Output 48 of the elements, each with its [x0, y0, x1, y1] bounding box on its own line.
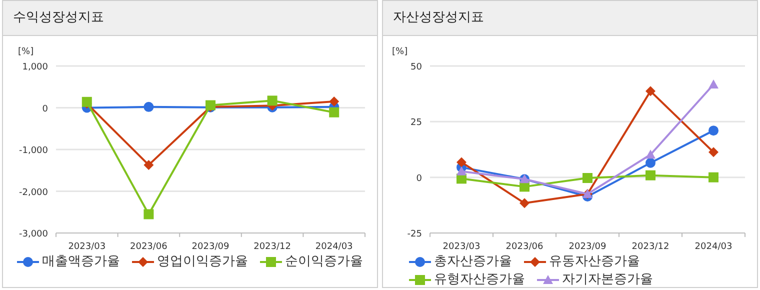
point: [144, 209, 154, 220]
y-tick-label: -1,000: [18, 146, 48, 156]
legend-label: 매출액증가율: [42, 253, 120, 271]
legend-label: 유형자산증가율: [434, 271, 525, 289]
x-tick-label: 2023/12: [632, 242, 670, 252]
x-tick-label: 2023/09: [568, 242, 606, 252]
point: [520, 198, 530, 208]
chart-title: 수익성장성지표: [3, 1, 377, 36]
point: [646, 170, 656, 180]
point: [646, 158, 656, 168]
y-axis-title: [%]: [392, 47, 408, 57]
point: [708, 126, 718, 136]
point: [646, 150, 656, 159]
x-tick-label: 2023/12: [254, 242, 291, 252]
point: [708, 147, 718, 158]
y-tick-label: 50: [410, 62, 422, 72]
point: [144, 102, 154, 112]
point: [708, 172, 718, 182]
point: [329, 96, 340, 106]
x-tick-label: 2023/03: [68, 242, 106, 252]
point: [582, 173, 592, 183]
legend-label: 총자산증가율: [434, 253, 512, 271]
y-tick-label: 0: [42, 104, 48, 114]
y-tick-label: 1,000: [22, 62, 48, 72]
legend-label: 순이익증가율: [285, 253, 363, 271]
x-tick-label: 2023/06: [130, 242, 168, 252]
y-tick-label: -25: [407, 230, 422, 240]
y-tick-label: 0: [416, 174, 422, 184]
x-tick-label: 2023/09: [192, 242, 230, 252]
y-tick-label: -3,000: [18, 230, 48, 240]
x-tick-label: 2024/03: [694, 242, 732, 252]
point: [267, 96, 278, 106]
legend-label: 자기자본증가율: [562, 271, 653, 289]
chart-title: 자산성장성지표: [383, 1, 757, 36]
legend-label: 영업이익증가율: [157, 253, 248, 271]
x-tick-label: 2023/03: [442, 242, 480, 252]
point: [708, 79, 718, 88]
y-tick-label: -2,000: [18, 188, 48, 198]
point: [646, 86, 656, 96]
legend-label: 유동자산증가율: [549, 253, 640, 271]
y-axis-title: [%]: [18, 47, 34, 57]
point: [144, 160, 154, 170]
point: [456, 166, 466, 176]
x-tick-label: 2024/03: [315, 242, 353, 252]
x-tick-label: 2023/06: [506, 242, 544, 252]
point: [329, 107, 340, 118]
point: [456, 157, 466, 168]
y-tick-label: 25: [410, 118, 422, 128]
